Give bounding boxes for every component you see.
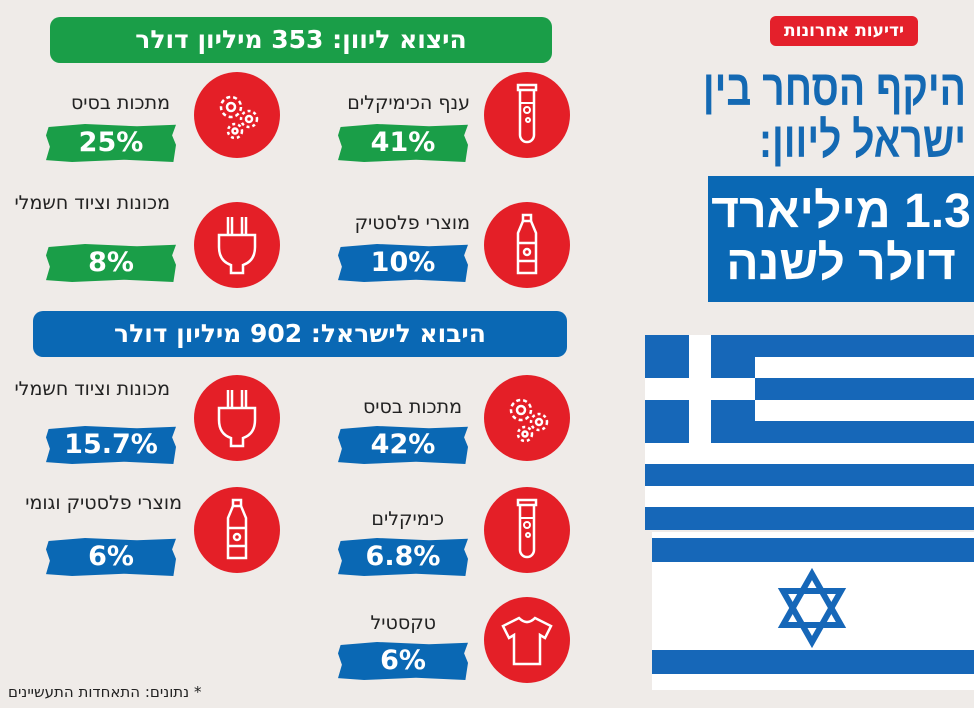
item-label: טקסטיל [370,612,437,634]
main-title: היקף הסחר בין ישראל ליוון: [702,60,966,168]
item-label: מכונות וציוד חשמלי [14,192,170,214]
item-label: מוצרי פלסטיק וגומי [25,492,182,514]
item-label: מכונות וציוד חשמלי [14,378,170,400]
item-label: ענף הכימיקלים [347,92,470,114]
item-value: 6.8% [338,538,468,576]
greek-flag [645,335,974,530]
item-value: 6% [46,538,176,576]
israeli-flag [652,532,974,690]
source-note: * נתונים: התאחדות התעשיינים [8,683,202,701]
plug-icon [194,375,280,461]
newspaper-logo: ידיעות אחרונות [770,16,918,46]
import-header: היבוא לישראל: 902 מיליון דולר [33,311,567,357]
item-value: 8% [46,244,176,282]
item-value: 15.7% [46,426,176,464]
item-value: 41% [338,124,468,162]
item-label: מוצרי פלסטיק [354,212,470,234]
bottle-icon [194,487,280,573]
title-line-2: ישראל ליוון: [759,112,966,168]
item-label: מתכות בסיס [70,92,170,114]
tshirt-icon [484,597,570,683]
item-label: כימיקלים [371,508,444,530]
title-line-1: היקף הסחר בין [702,60,966,116]
item-value: 6% [338,642,468,680]
item-value: 42% [338,426,468,464]
test-tube-icon [484,487,570,573]
total-line-1: 1.3 מיליארד [711,185,971,238]
total-trade-box: 1.3 מיליארד דולר לשנה [708,176,974,302]
gears-icon [484,375,570,461]
item-label: מתכות בסיס [362,396,462,418]
export-header: היצוא ליוון: 353 מיליון דולר [50,17,552,63]
plug-icon [194,202,280,288]
item-value: 25% [46,124,176,162]
gears-icon [194,72,280,158]
item-value: 10% [338,244,468,282]
test-tube-icon [484,72,570,158]
bottle-icon [484,202,570,288]
total-line-2: דולר לשנה [726,237,956,290]
